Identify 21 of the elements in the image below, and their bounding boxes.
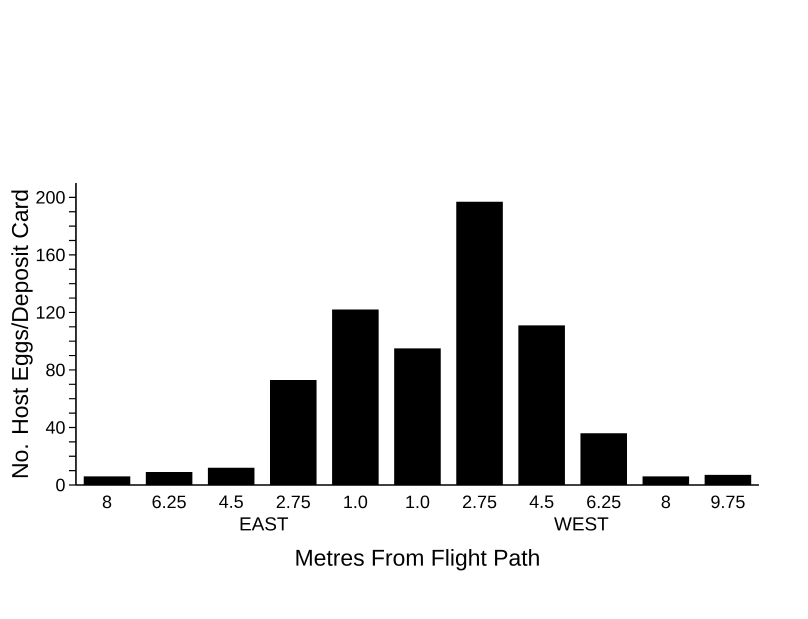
x-tick-label: 9.75 [711,496,745,508]
x-tick-label: 2.75 [276,496,310,508]
x-tick-label: 8 [102,496,112,508]
y-tick-label: 160 [36,248,65,262]
x-axis-title: Metres From Flight Path [296,549,539,570]
y-tick-label: 0 [56,478,65,492]
y-tick-label: 80 [46,364,65,376]
y-tick-label: 120 [36,306,65,319]
y-tick-label: 200 [36,191,65,204]
text: WEST [554,517,608,531]
x-tick-label: 4.5 [530,496,554,508]
x-tick-label: 1.0 [406,496,430,508]
y-tick-label: 40 [46,421,65,434]
y-axis-title: No. Host Eggs/Deposit Card [11,190,33,478]
x-tick-label: 4.5 [219,496,243,508]
x-tick-label: 6.25 [587,496,620,508]
x-tick-label: 2.75 [463,496,496,508]
x-tick-label: 1.0 [344,496,368,508]
text: EAST [240,517,288,531]
x-tick-label: 6.25 [152,496,186,508]
x-tick-label: 8 [662,496,670,508]
